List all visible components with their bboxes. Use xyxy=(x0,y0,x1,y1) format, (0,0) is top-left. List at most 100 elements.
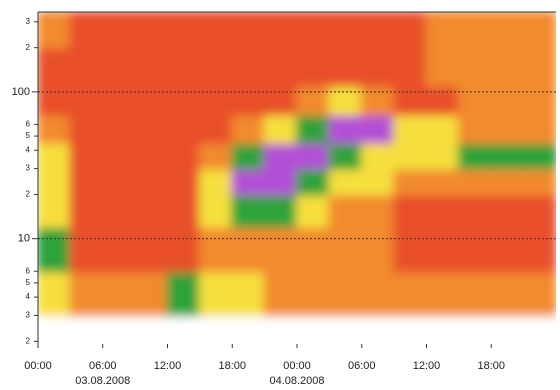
heat-cell xyxy=(198,226,234,273)
x-tick-label: 12:00 xyxy=(413,360,441,372)
heat-cell xyxy=(198,167,234,196)
heat-cell xyxy=(38,141,72,170)
heat-cell xyxy=(457,46,493,87)
heat-cell xyxy=(101,167,137,196)
y-tick-label: 5 xyxy=(26,278,31,287)
heat-cell xyxy=(490,226,525,273)
heat-cell xyxy=(328,113,363,144)
y-tick-label: 3 xyxy=(26,164,31,173)
heat-cell xyxy=(360,270,396,317)
heat-cell xyxy=(328,141,363,170)
heat-cell xyxy=(490,141,525,170)
y-tick-label: 4 xyxy=(26,292,31,301)
heat-cell xyxy=(393,314,428,348)
heat-cell xyxy=(166,12,201,49)
x-tick-label: 18:00 xyxy=(477,360,505,372)
heat-cell xyxy=(296,193,331,229)
x-date-label: 03.08.2008 xyxy=(75,375,130,387)
x-tick-label: 18:00 xyxy=(218,360,246,372)
heat-cell xyxy=(231,46,266,87)
heat-cell xyxy=(296,270,331,317)
heat-cell xyxy=(38,314,72,348)
heat-cell xyxy=(263,167,298,196)
heat-cell xyxy=(166,193,201,229)
heat-cell xyxy=(425,113,460,144)
heat-cell xyxy=(296,226,331,273)
heat-cell xyxy=(425,167,460,196)
y-tick-label: 2 xyxy=(26,336,31,345)
heat-cell xyxy=(522,167,556,196)
heat-cell xyxy=(101,12,137,49)
heat-cell xyxy=(263,84,298,116)
heat-cell xyxy=(296,167,331,196)
heat-cell xyxy=(328,270,363,317)
x-tick-label: 06:00 xyxy=(89,360,117,372)
heat-cell xyxy=(360,167,396,196)
heat-cell xyxy=(296,314,331,348)
x-tick-label: 00:00 xyxy=(24,360,52,372)
x-date-label: 04.08.2008 xyxy=(269,375,324,387)
heat-cell xyxy=(328,46,363,87)
heat-cell xyxy=(69,314,104,348)
heat-cell xyxy=(490,193,525,229)
heat-cell xyxy=(263,226,298,273)
heat-cell xyxy=(231,314,266,348)
heatmap xyxy=(38,12,556,348)
heat-cell xyxy=(198,314,234,348)
heat-cell xyxy=(393,46,428,87)
x-tick-label: 06:00 xyxy=(348,360,376,372)
heat-cell xyxy=(231,270,266,317)
heat-cell xyxy=(490,12,525,49)
heat-cell xyxy=(231,167,266,196)
heat-cell xyxy=(231,113,266,144)
heat-cell xyxy=(166,84,201,116)
heat-cell xyxy=(69,84,104,116)
heat-cell xyxy=(134,270,169,317)
heat-cell xyxy=(360,314,396,348)
heat-cell xyxy=(328,12,363,49)
heat-cell xyxy=(457,193,493,229)
heat-cell xyxy=(522,46,556,87)
heat-cell xyxy=(69,193,104,229)
heat-cell xyxy=(522,141,556,170)
heat-cell xyxy=(198,46,234,87)
heat-cell xyxy=(101,193,137,229)
heat-cell xyxy=(522,113,556,144)
heat-cell xyxy=(490,270,525,317)
heat-cell xyxy=(134,12,169,49)
heat-cell xyxy=(101,84,137,116)
heat-cell xyxy=(166,113,201,144)
heat-cell xyxy=(231,226,266,273)
heat-cell xyxy=(490,167,525,196)
heat-cell xyxy=(101,270,137,317)
heat-cell xyxy=(522,84,556,116)
heat-cell xyxy=(457,226,493,273)
heat-cell xyxy=(457,12,493,49)
heat-cell xyxy=(522,12,556,49)
heat-cell xyxy=(134,84,169,116)
heat-cell xyxy=(263,46,298,87)
x-tick-label: 00:00 xyxy=(283,360,311,372)
heat-cell xyxy=(38,226,72,273)
heat-cell xyxy=(425,84,460,116)
heat-cell xyxy=(38,167,72,196)
y-tick-label: 6 xyxy=(26,266,31,275)
heat-cell xyxy=(166,46,201,87)
heat-cell xyxy=(425,226,460,273)
heat-cell xyxy=(522,270,556,317)
heat-cell xyxy=(69,113,104,144)
heat-cell xyxy=(360,141,396,170)
heat-cell xyxy=(134,46,169,87)
heat-cell xyxy=(522,226,556,273)
axes: 3 2 100 6 5 4 3 2 10 6 5 4 3 2 00:00 06:00 12:00 18:00 00:… xyxy=(12,11,556,387)
heat-cell xyxy=(296,141,331,170)
y-tick-label: 4 xyxy=(26,145,31,154)
heat-cell xyxy=(134,314,169,348)
y-tick-label: 6 xyxy=(26,120,31,129)
heat-cell xyxy=(490,84,525,116)
heat-cell xyxy=(38,193,72,229)
heat-cell xyxy=(296,12,331,49)
heat-cell xyxy=(166,167,201,196)
heat-cell xyxy=(231,193,266,229)
heat-cell xyxy=(263,141,298,170)
